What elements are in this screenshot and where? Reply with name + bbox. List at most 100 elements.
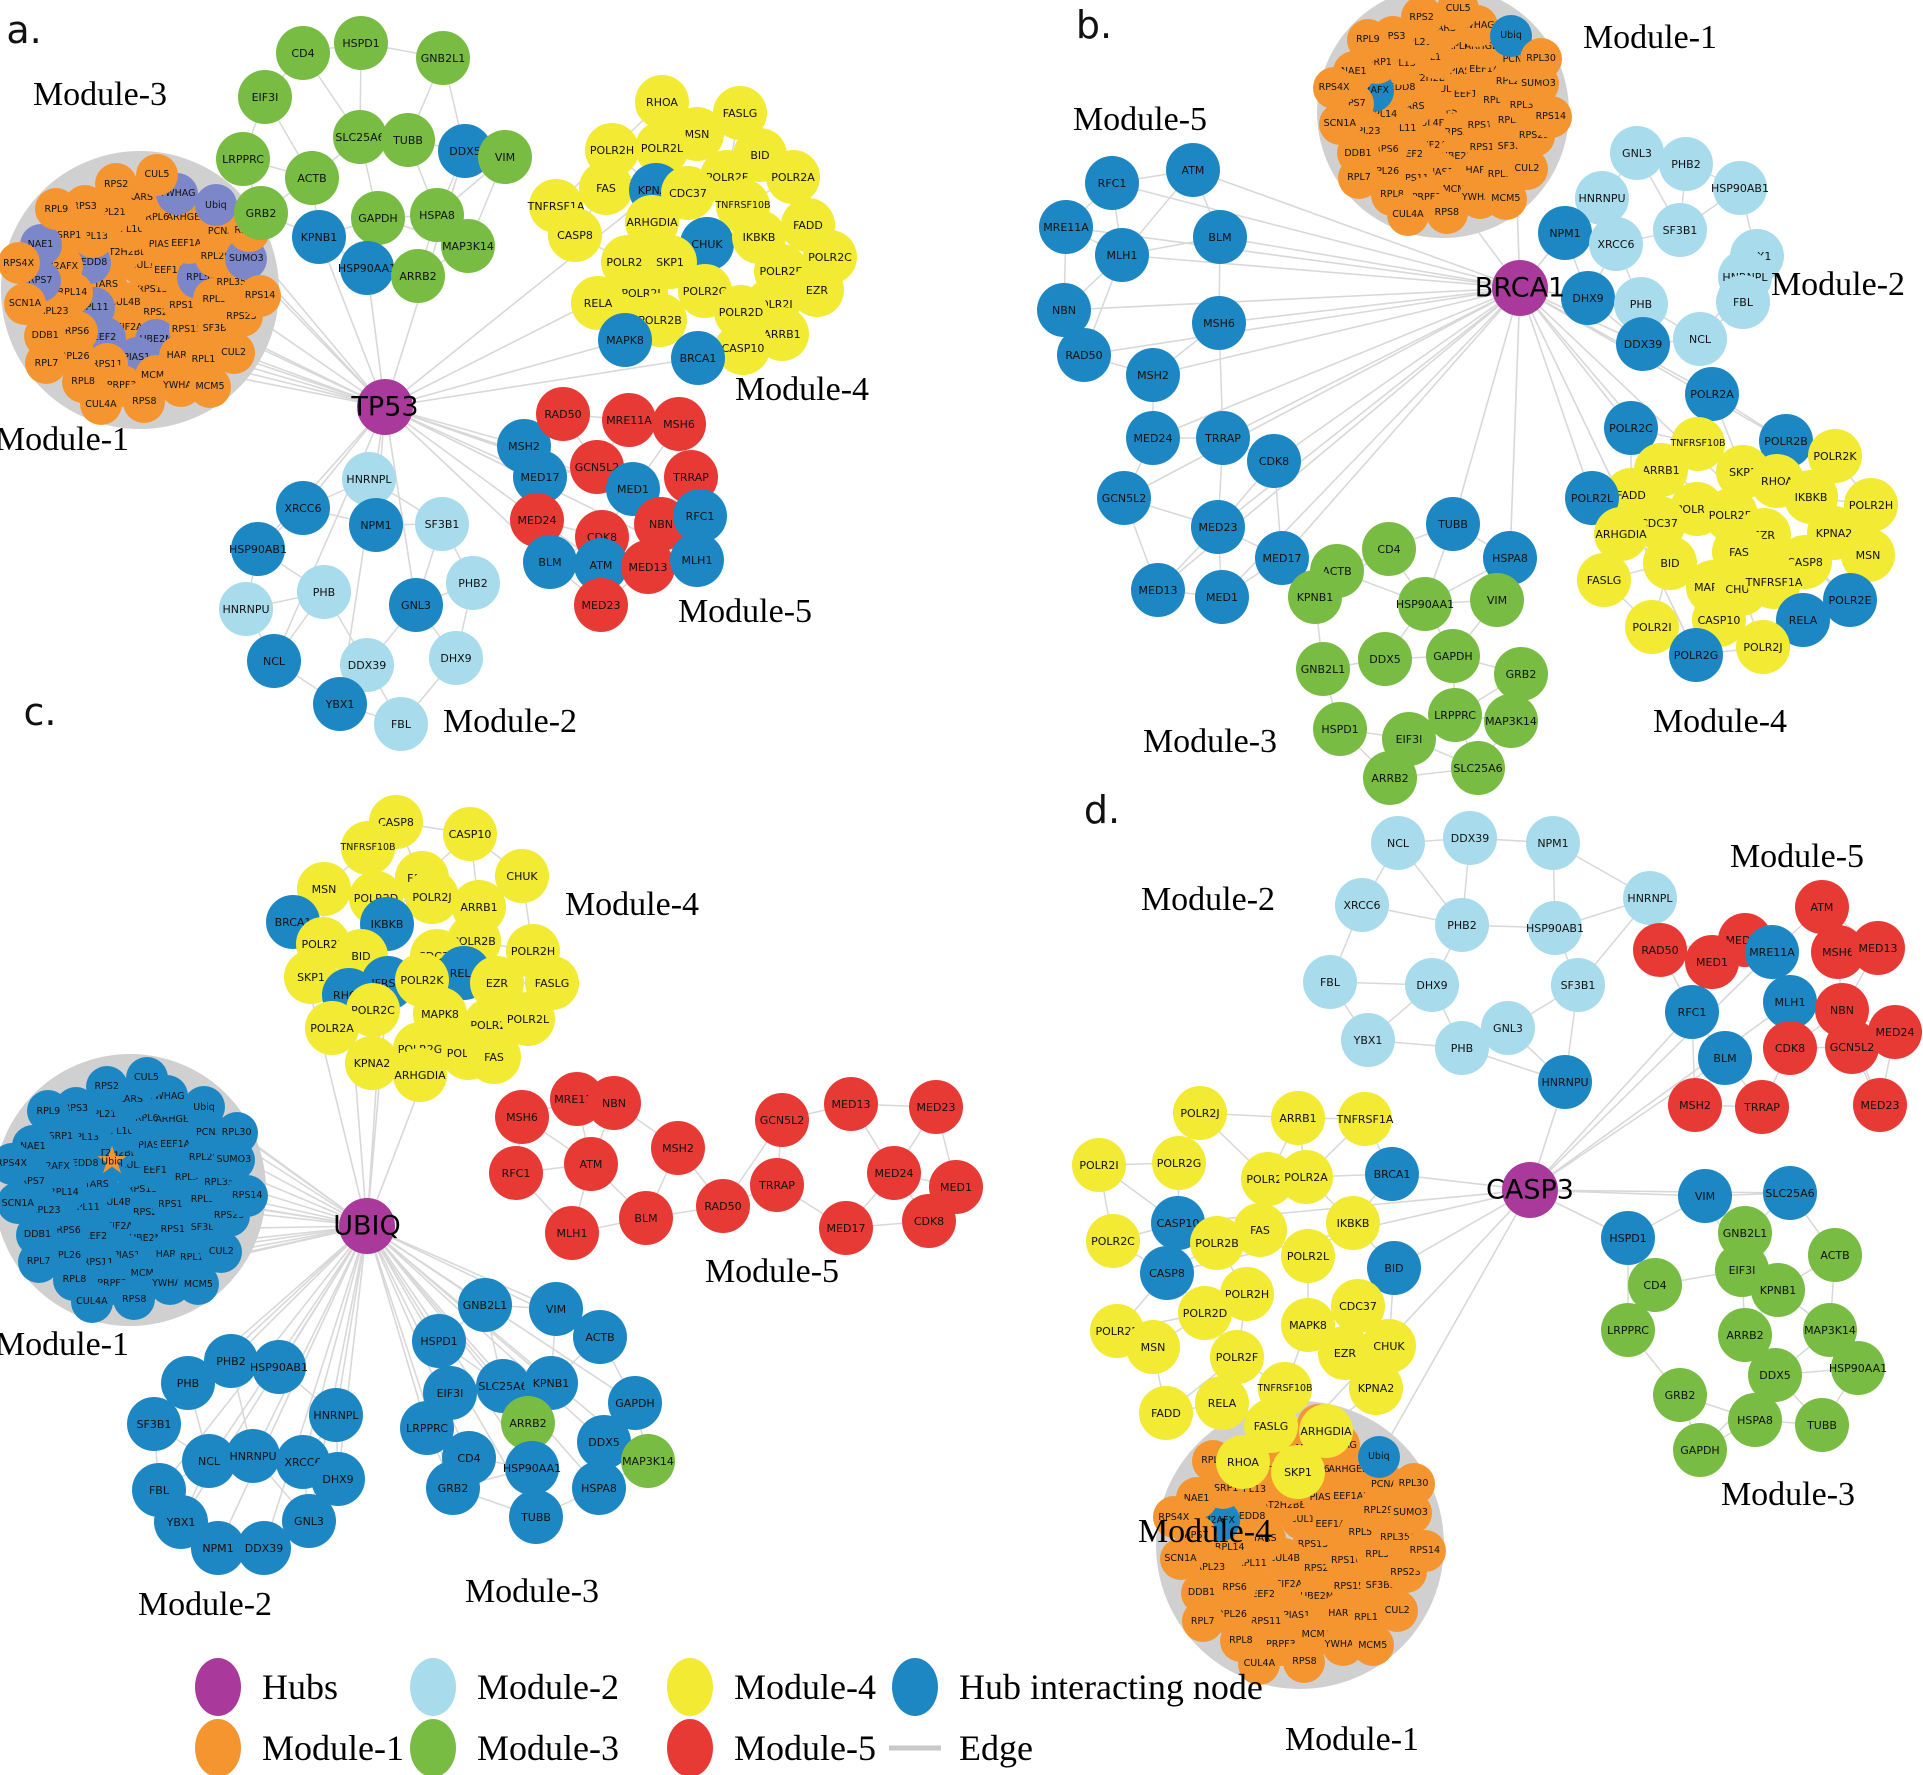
edge — [1378, 1189, 1531, 1458]
node-CD4: CD4 — [1628, 1258, 1682, 1312]
legend-swatch-orange — [195, 1719, 241, 1775]
node-YBX1: YBX1 — [313, 677, 367, 731]
node-GAPDH: GAPDH — [351, 191, 405, 245]
edge — [1273, 287, 1521, 462]
node-BLM: BLM — [619, 1191, 673, 1245]
node-RAD50: RAD50 — [1057, 328, 1111, 382]
node-MED23: MED23 — [574, 578, 628, 632]
edge — [1519, 287, 1632, 429]
node-CDK8: CDK8 — [1763, 1021, 1817, 1075]
node-CHUK: CHUK — [495, 849, 549, 903]
node-PHB2: PHB2 — [1659, 137, 1713, 191]
node-SCN1A: SCN1A — [1159, 1538, 1202, 1581]
node-RPL9: RPL9 — [35, 188, 78, 231]
node-RPL9: RPL9 — [1346, 18, 1389, 61]
node-HSPA8: HSPA8 — [1728, 1393, 1782, 1447]
node-RFC1: RFC1 — [1085, 156, 1139, 210]
node-POLR2F: POLR2F — [1210, 1330, 1264, 1384]
node-DHX9: DHX9 — [1405, 958, 1459, 1012]
node-LRPPRC: LRPPRC — [1428, 688, 1482, 742]
edge — [1123, 287, 1521, 499]
node-Ubiq: Ubiq — [1357, 1436, 1400, 1479]
node-SF3B1: SF3B1 — [1653, 203, 1707, 257]
node-BRCA1: BRCA1 — [671, 331, 725, 385]
node-SF3B1: SF3B1 — [127, 1397, 181, 1451]
module-label: Module-3 — [1142, 723, 1278, 760]
node-DDX39: DDX39 — [340, 638, 394, 692]
module-label-d-1: Module-1 — [1284, 1721, 1420, 1758]
edge — [252, 1225, 368, 1457]
node-HSP90AB1: HSP90AB1 — [229, 522, 287, 576]
node-CD4: CD4 — [1362, 522, 1416, 576]
module-label: Module-3 — [32, 76, 168, 113]
hub-node-TP53 — [357, 379, 413, 435]
module-label: Module-2 — [137, 1586, 273, 1623]
node-MED1: MED1 — [1195, 570, 1249, 624]
node-BRCA1: BRCA1 — [1365, 1147, 1419, 1201]
node-MAP3K14: MAP3K14 — [1484, 694, 1538, 748]
node-CUL5: CUL5 — [125, 1056, 168, 1099]
module-label: Module-5 — [677, 593, 813, 630]
module-label: Module-3 — [464, 1573, 600, 1610]
node-GCN5L2: GCN5L2 — [755, 1093, 809, 1147]
node-EIF3I: EIF3I — [238, 70, 292, 124]
node-GCN5L2: GCN5L2 — [1097, 471, 1151, 525]
node-GNL3: GNL3 — [1610, 126, 1664, 180]
node-RPL7: RPL7 — [17, 1240, 60, 1283]
node-RPS2: RPS2 — [95, 163, 138, 206]
edge — [1218, 287, 1521, 324]
node-ACTB: ACTB — [573, 1310, 627, 1364]
node-IKBKB: IKBKB — [1326, 1196, 1380, 1250]
node-RPS4X: RPS4X — [1152, 1496, 1195, 1539]
node-POLR2B: POLR2B — [1190, 1216, 1244, 1270]
node-TRRAP: TRRAP — [750, 1158, 804, 1212]
node-XRCC6: XRCC6 — [276, 481, 330, 535]
node-RPS2: RPS2 — [85, 1065, 128, 1108]
module-label: Module-3 — [1720, 1476, 1856, 1513]
module-label-c-1: Module-1 — [0, 1326, 130, 1363]
edge — [318, 236, 386, 408]
module-label: Module-2 — [442, 703, 578, 740]
node-POLR2E: POLR2E — [1823, 573, 1877, 627]
node-HNRNPL: HNRNPL — [342, 452, 396, 506]
node-SLC25A6: SLC25A6 — [1763, 1166, 1817, 1220]
node-ARRB1: ARRB1 — [1271, 1091, 1325, 1145]
node-TUBB: TUBB — [1426, 497, 1480, 551]
edge — [1519, 287, 1697, 656]
node-MCM5: MCM5 — [1351, 1624, 1394, 1667]
edge — [1152, 287, 1521, 376]
node-MLH1: MLH1 — [1095, 228, 1149, 282]
node-BLM: BLM — [1698, 1031, 1752, 1085]
node-TRRAP: TRRAP — [1735, 1080, 1789, 1134]
node-GAPDH: GAPDH — [1673, 1423, 1727, 1477]
node-DDX39: DDX39 — [237, 1521, 291, 1575]
node-MRE11A: MRE11A — [1039, 200, 1093, 254]
node-HSP90AA1: HSP90AA1 — [338, 241, 396, 295]
node-RAD50: RAD50 — [536, 387, 590, 441]
node-RPS14: RPS14 — [1529, 96, 1572, 139]
module-label-b-1: Module-1 — [1582, 19, 1718, 56]
edge — [335, 1225, 368, 1416]
legend-swatch-blue — [892, 1658, 938, 1716]
node-ACTB: ACTB — [285, 151, 339, 205]
module-label: Module-5 — [1072, 101, 1208, 138]
node-MLH1: MLH1 — [1763, 975, 1817, 1029]
edge — [1222, 287, 1521, 439]
node-GNL3: GNL3 — [1481, 1001, 1535, 1055]
node-CUL4A: CUL4A — [79, 383, 122, 426]
node-RFC1: RFC1 — [1665, 985, 1719, 1039]
node-MED24: MED24 — [1126, 411, 1180, 465]
node-MSH2: MSH2 — [1668, 1078, 1722, 1132]
node-RPL9: RPL9 — [27, 1090, 70, 1133]
node-CUL5: CUL5 — [135, 153, 178, 196]
node-LRPPRC: LRPPRC — [1601, 1303, 1655, 1357]
node-FAS: FAS — [579, 161, 633, 215]
node-MSH6: MSH6 — [495, 1090, 549, 1144]
node-SCN1A: SCN1A — [0, 1182, 39, 1225]
node-GNB2L1: GNB2L1 — [458, 1278, 512, 1332]
module-label: Module-5 — [1729, 838, 1865, 875]
legend-swatch-cyan — [410, 1658, 456, 1716]
node-KPNB1: KPNB1 — [292, 210, 346, 264]
edge — [384, 357, 699, 408]
node-ACTB: ACTB — [1808, 1228, 1862, 1282]
